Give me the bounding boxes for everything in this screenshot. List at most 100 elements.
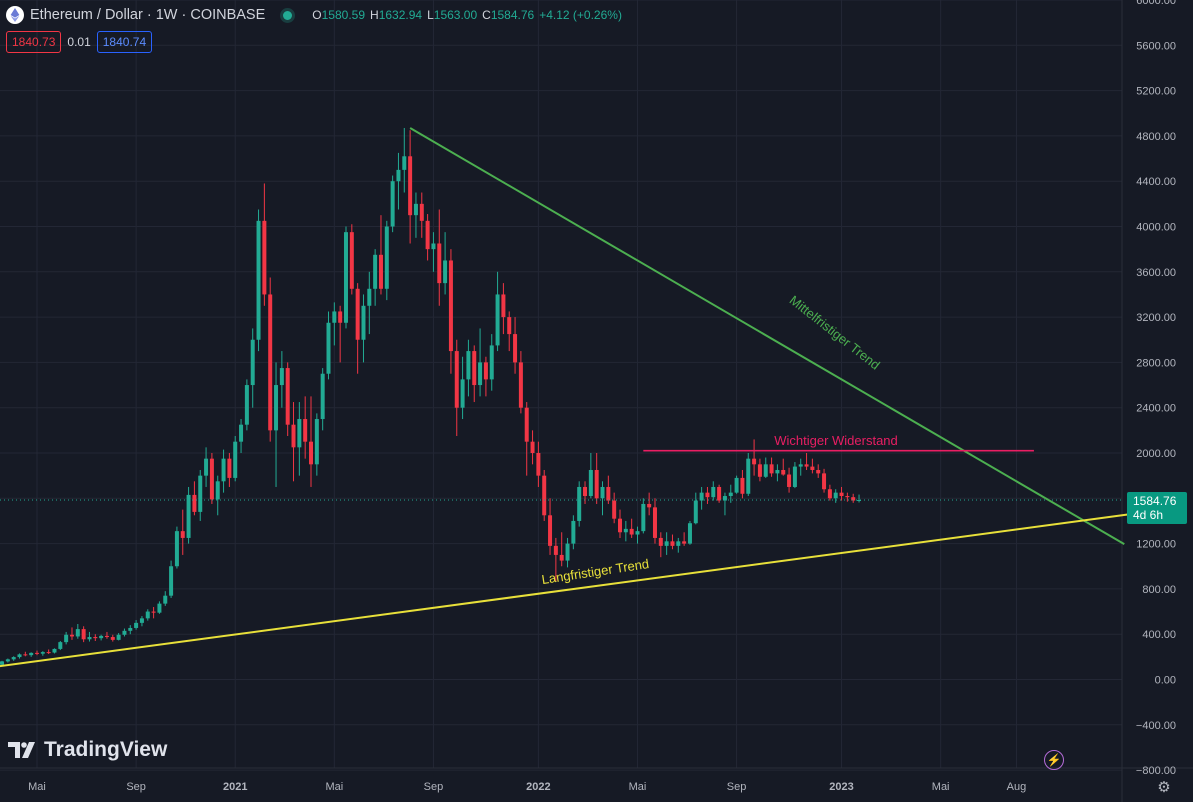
candle-body [29,652,34,656]
candle [822,468,827,493]
candle-body [285,368,290,425]
candle [75,624,80,639]
symbol-title[interactable]: Ethereum / Dollar · 1W · COINBASE [30,7,266,23]
candle [810,458,815,474]
candle [29,652,34,657]
candle [746,453,751,497]
candle [833,489,838,503]
candle [192,481,197,516]
candle-body [0,661,5,665]
candle [798,458,803,476]
candle-body [513,334,518,363]
candle-body [507,317,512,335]
candle-body [402,156,407,170]
y-tick-label: 3600.00 [1136,267,1176,279]
candle-body [268,294,273,431]
candle [717,484,722,503]
candle [618,509,622,538]
candle [332,302,337,346]
candle-body [349,232,354,289]
candle-body [326,322,331,374]
candle [309,396,314,487]
candle-body [454,351,459,408]
candle-body [804,464,809,467]
y-tick-label: 4400.00 [1136,176,1176,188]
candle [594,453,599,504]
candle-body [466,351,471,380]
candle [204,447,209,487]
candle [139,616,144,627]
candle-body [851,497,856,501]
candle [454,339,459,437]
candle-body [431,243,436,250]
candle [542,469,547,521]
candle-body [472,351,477,386]
y-tick-label: 4000.00 [1136,222,1176,234]
candle [606,475,611,504]
candle-body [209,458,214,500]
candle-body [641,503,646,532]
candle-body [320,373,325,420]
candle-body [5,659,10,662]
candle [93,634,98,641]
candle-body [274,385,279,431]
candle [682,532,687,546]
candle [390,175,395,233]
last-price-value: 1584.76 [1133,494,1177,508]
candle-body [139,618,144,623]
y-tick-label: 3200.00 [1136,312,1176,324]
buy-price-button[interactable]: 1840.74 [96,31,153,53]
sell-price-button[interactable]: 1840.73 [6,31,62,53]
lightning-icon[interactable]: ⚡ [1044,750,1064,770]
tradingview-wordmark: TradingView [44,738,168,761]
open-value: 1580.59 [321,8,366,22]
candle [134,620,139,630]
candle-body [705,492,710,498]
candle-body [361,305,366,340]
candle-body [734,477,739,493]
candle-body [221,458,226,482]
candle-body [670,541,675,546]
candle [489,334,494,391]
candle-body [600,486,605,499]
candle [355,283,360,374]
candle-body [460,379,465,408]
candle [524,402,529,476]
candle [652,498,657,544]
candle [635,526,640,544]
candle-body [110,637,115,640]
candle-body [396,169,401,182]
candle [641,498,646,534]
candle [583,481,588,504]
candle-body [833,492,838,499]
candle-body [711,486,716,498]
candle [507,311,512,352]
candle-body [781,469,786,475]
trendline-1 [0,512,1140,668]
x-tick-label: Mai [28,781,46,793]
candle [180,509,185,555]
candle [816,464,821,478]
tradingview-logo[interactable]: TradingView [8,738,167,762]
trendline-label-0: Mittelfristiger Trend [787,292,883,372]
candle-body [728,492,733,497]
candle [513,317,518,374]
candle-body [338,311,343,323]
candle-body [577,486,582,521]
candle [787,467,792,493]
candles [0,127,862,666]
x-tick-label: 2023 [829,781,853,793]
candle-body [157,603,162,613]
candle [5,658,10,663]
candle-body [652,507,657,538]
candle-body [810,466,815,470]
candle-body [384,226,389,289]
high-label: H [370,8,379,22]
candle-body [565,543,570,561]
candle-body [839,492,844,497]
candle-body [81,629,86,640]
candle [565,537,570,568]
gear-icon[interactable]: ⚙ [1157,779,1171,796]
candle-body [827,489,832,499]
